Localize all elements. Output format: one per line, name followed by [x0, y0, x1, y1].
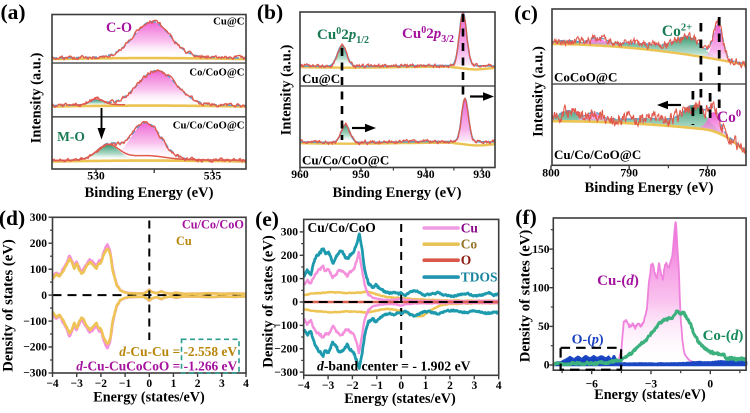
svg-text:Co-(d): Co-(d) [703, 328, 744, 344]
svg-text:Intensity (a.u.): Intensity (a.u.) [279, 45, 295, 136]
svg-text:530: 530 [87, 170, 105, 183]
svg-text:−100: −100 [274, 320, 298, 332]
svg-text:−2: −2 [346, 380, 359, 392]
svg-text:200: 200 [281, 250, 299, 262]
svg-text:940: 940 [417, 168, 435, 181]
svg-text:M-O: M-O [57, 129, 85, 144]
svg-text:(e): (e) [255, 207, 279, 231]
svg-text:200: 200 [30, 238, 48, 250]
svg-text:Cu02p3/2: Cu02p3/2 [402, 25, 454, 45]
svg-text:0: 0 [398, 380, 404, 392]
svg-text:100: 100 [281, 273, 299, 285]
svg-text:−3: −3 [322, 380, 335, 392]
svg-text:Cu/Co/CoO@C: Cu/Co/CoO@C [554, 147, 641, 162]
svg-text:4: 4 [243, 378, 249, 390]
svg-text:Energy (states/eV): Energy (states/eV) [594, 387, 706, 403]
svg-text:O: O [461, 253, 472, 268]
svg-text:0: 0 [544, 360, 550, 372]
svg-text:(b): (b) [257, 0, 283, 24]
svg-text:−300: −300 [23, 368, 47, 380]
svg-text:Cu02p1/2: Cu02p1/2 [317, 26, 369, 46]
svg-text:(d): (d) [0, 206, 25, 230]
svg-text:(c): (c) [514, 1, 538, 25]
svg-text:100: 100 [30, 264, 48, 276]
svg-text:960: 960 [291, 168, 309, 181]
svg-text:Cu/Co/CoO: Cu/Co/CoO [182, 218, 244, 232]
svg-text:−1: −1 [371, 380, 384, 392]
svg-text:Binding Energy (eV): Binding Energy (eV) [333, 185, 462, 201]
svg-text:50: 50 [538, 321, 550, 333]
svg-text:100: 100 [532, 282, 550, 294]
svg-text:−300: −300 [274, 367, 298, 379]
svg-text:−4: −4 [46, 378, 59, 390]
svg-text:780: 780 [699, 167, 717, 180]
svg-text:Co0: Co0 [717, 109, 741, 127]
svg-text:−200: −200 [274, 343, 298, 355]
svg-text:(f): (f) [515, 205, 536, 229]
svg-text:−200: −200 [23, 342, 47, 354]
svg-text:3: 3 [471, 380, 477, 392]
svg-text:C-O: C-O [106, 20, 132, 36]
svg-text:950: 950 [352, 168, 370, 181]
svg-text:Density of states (eV): Density of states (eV) [261, 235, 277, 368]
svg-text:Density of states (eV): Density of states (eV) [518, 230, 534, 363]
svg-text:535: 535 [204, 170, 222, 183]
svg-text:4: 4 [496, 380, 502, 392]
svg-text:CoCoO@C: CoCoO@C [554, 70, 617, 85]
svg-text:Energy (states/eV): Energy (states/eV) [93, 390, 205, 406]
svg-text:Energy (states/eV): Energy (states/eV) [344, 391, 456, 407]
svg-text:3: 3 [219, 378, 225, 390]
svg-text:1: 1 [423, 380, 429, 392]
svg-text:−4: −4 [298, 380, 311, 392]
svg-text:Co: Co [461, 237, 478, 252]
svg-text:300: 300 [281, 227, 299, 239]
svg-text:300: 300 [30, 212, 48, 224]
svg-text:800: 800 [542, 167, 560, 180]
svg-text:d-Cu-Cu = -2.558 eV: d-Cu-Cu = -2.558 eV [119, 344, 237, 359]
svg-text:−2: −2 [95, 378, 108, 390]
svg-text:(a): (a) [0, 0, 25, 24]
svg-text:2: 2 [195, 378, 201, 390]
svg-text:Intensity (a.u.): Intensity (a.u.) [530, 46, 546, 137]
svg-text:d-band center = - 1.902 eV: d-band center = - 1.902 eV [317, 359, 471, 374]
svg-text:Cu/Co/CoO@C: Cu/Co/CoO@C [302, 153, 389, 168]
svg-text:Co/CoO@C: Co/CoO@C [189, 67, 244, 79]
svg-text:TDOS: TDOS [461, 270, 498, 285]
svg-text:150: 150 [532, 244, 550, 256]
svg-text:2: 2 [447, 380, 453, 392]
svg-text:O-(p): O-(p) [572, 333, 604, 348]
svg-text:Binding Energy (eV): Binding Energy (eV) [85, 185, 214, 201]
svg-text:0: 0 [707, 379, 713, 391]
svg-text:0: 0 [292, 297, 298, 309]
svg-text:790: 790 [620, 167, 638, 180]
svg-text:Density of states (eV): Density of states (eV) [1, 239, 17, 372]
svg-text:Cu: Cu [461, 221, 479, 236]
svg-text:Cu/Co/CoO: Cu/Co/CoO [308, 220, 376, 235]
svg-text:Cu: Cu [176, 234, 192, 248]
svg-text:1: 1 [171, 378, 177, 390]
svg-text:Cu@C: Cu@C [213, 16, 244, 28]
svg-text:Cu/Co/CoO@C: Cu/Co/CoO@C [173, 120, 245, 132]
svg-text:930: 930 [473, 168, 491, 181]
svg-text:−3: −3 [645, 379, 658, 391]
svg-text:d-Cu-CuCoCoO = -1.266 eV: d-Cu-CuCoCoO = -1.266 eV [76, 359, 237, 374]
svg-text:−100: −100 [23, 316, 47, 328]
svg-text:−3: −3 [71, 378, 84, 390]
svg-text:Binding Energy (eV): Binding Energy (eV) [585, 180, 714, 196]
svg-text:Cu@C: Cu@C [302, 71, 340, 86]
svg-text:−1: −1 [119, 378, 132, 390]
svg-text:Intensity (a.u.): Intensity (a.u.) [29, 53, 45, 144]
svg-text:0: 0 [41, 290, 47, 302]
svg-text:0: 0 [146, 378, 152, 390]
svg-text:−6: −6 [586, 379, 599, 391]
svg-text:Cu-(d): Cu-(d) [597, 273, 639, 289]
